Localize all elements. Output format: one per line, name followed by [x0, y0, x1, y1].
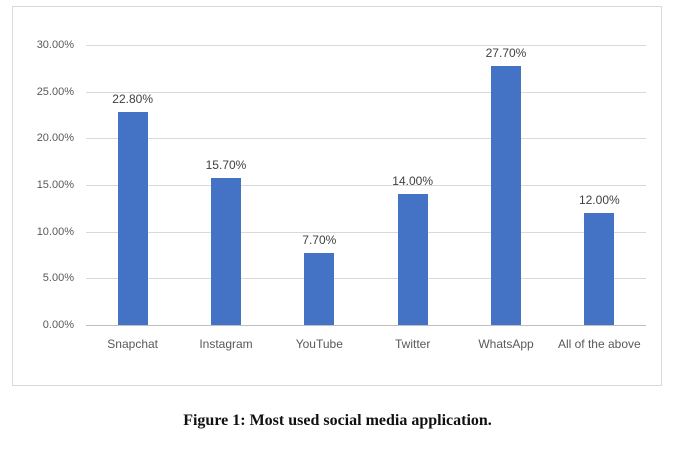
gridline: 5.00% — [43, 272, 646, 284]
bar-value-label: 7.70% — [302, 233, 337, 248]
y-axis-tick-label: 30.00% — [36, 39, 74, 51]
bar-whatsapp — [490, 66, 521, 325]
x-axis-category-label: Instagram — [199, 337, 253, 351]
y-axis-tick-label: 5.00% — [42, 272, 74, 285]
bar-all-of-the-above — [584, 213, 615, 325]
gridline: 30.00% — [37, 39, 646, 51]
x-axis-category-label: Twitter — [394, 337, 431, 351]
bar-slot: 14.00% Twitter — [366, 45, 459, 351]
bar-value-label: 15.70% — [205, 158, 247, 173]
x-axis-category-label: YouTube — [295, 337, 343, 351]
bar-slot: 27.70% WhatsApp — [459, 45, 552, 351]
x-axis-category-label: WhatsApp — [478, 337, 534, 351]
bar-slot: 22.80% Snapchat — [86, 45, 179, 351]
y-axis-tick-label: 25.00% — [36, 85, 74, 98]
gridline: 25.00% — [37, 86, 646, 98]
bar-slot: 15.70% Instagram — [179, 45, 272, 351]
bar-chart: 0.00% 5.00% 10.00% 15.00% 20.00% 25.00% 30.00%… — [12, 6, 662, 386]
bar-value-label: 12.00% — [578, 193, 620, 207]
gridline: 20.00% — [37, 132, 646, 144]
plot-area: 0.00% 5.00% 10.00% 15.00% 20.00% 25.00% 30.00%… — [37, 39, 646, 351]
y-axis-tick-label: 0.00% — [42, 319, 74, 331]
bar-slot: 12.00% All of the above — [553, 45, 646, 351]
x-axis-category-label: All of the above — [557, 337, 641, 351]
bar-value-label: 27.70% — [485, 46, 527, 61]
y-axis-tick-label: 15.00% — [36, 179, 74, 191]
bar-snapchat — [117, 112, 148, 325]
bar-value-label: 14.00% — [392, 174, 434, 189]
y-axis-tick-label: 10.00% — [36, 225, 74, 238]
bar-slot: 7.70% YouTube — [273, 45, 366, 351]
bar-value-label: 22.80% — [112, 92, 154, 107]
bar-youtube — [304, 253, 335, 325]
bar-instagram — [210, 178, 241, 325]
x-axis-line: 0.00% — [43, 319, 646, 331]
bar-twitter — [397, 194, 428, 325]
figure-caption: Figure 1: Most used social media applica… — [183, 412, 492, 429]
gridline: 10.00% — [37, 226, 646, 238]
x-axis-category-label: Snapchat — [107, 337, 159, 351]
y-axis-tick-label: 20.00% — [36, 132, 74, 145]
gridline: 15.00% — [37, 179, 646, 191]
